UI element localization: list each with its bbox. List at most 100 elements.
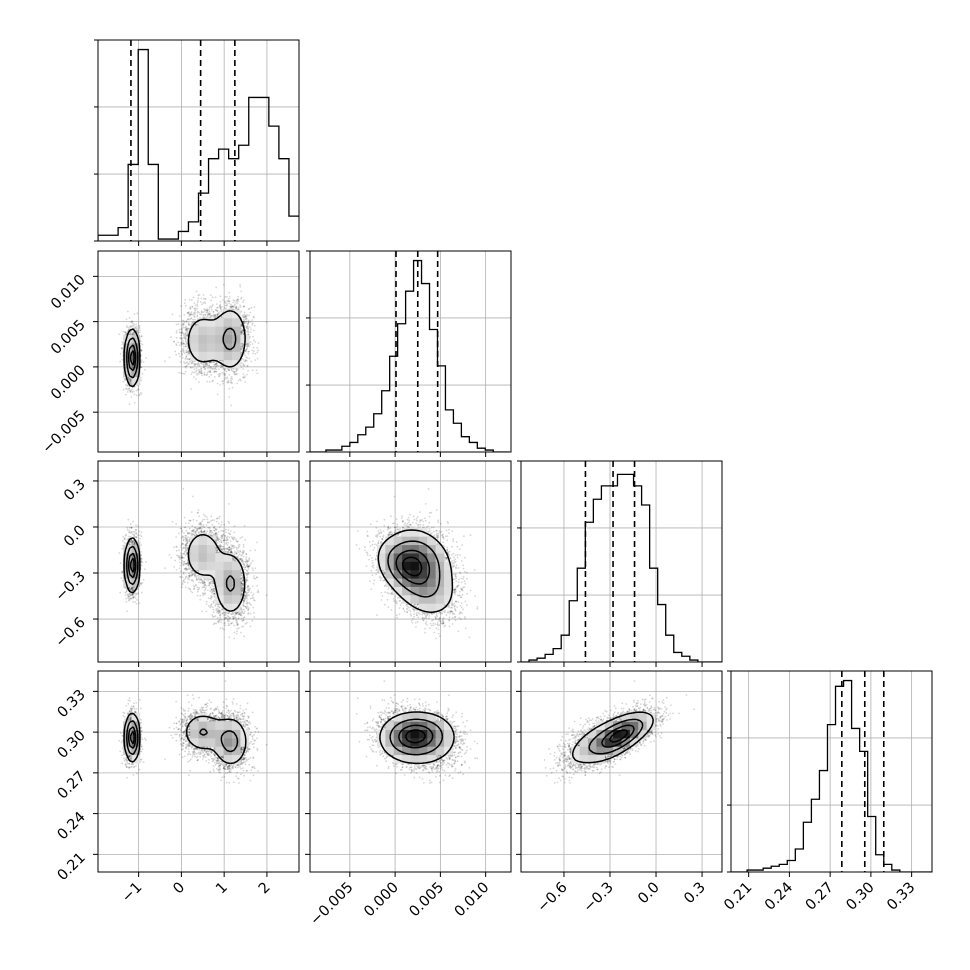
sample-point: [232, 308, 234, 310]
sample-point: [179, 355, 181, 358]
sample-point: [131, 320, 133, 323]
sample-point: [237, 299, 239, 302]
sample-point: [220, 364, 223, 367]
sample-point: [128, 389, 131, 391]
sample-point: [220, 364, 223, 367]
sample-point: [195, 367, 198, 370]
sample-point: [127, 376, 130, 379]
sample-point: [122, 376, 125, 379]
sample-point: [185, 345, 187, 348]
sample-point: [210, 374, 212, 376]
sample-point: [129, 332, 132, 335]
sample-point: [249, 331, 252, 333]
sample-point: [185, 355, 188, 357]
sample-point: [219, 306, 222, 309]
sample-point: [209, 367, 212, 369]
sample-point: [201, 374, 203, 377]
sample-point: [243, 322, 246, 325]
sample-point: [194, 363, 197, 366]
sample-point: [217, 312, 220, 314]
sample-point: [186, 358, 189, 360]
sample-point: [243, 364, 246, 367]
sample-point: [189, 313, 192, 316]
sample-point: [218, 365, 220, 367]
sample-point: [184, 331, 187, 334]
sample-point: [232, 305, 235, 308]
sample-point: [185, 351, 188, 354]
sample-point: [246, 373, 248, 376]
sample-point: [230, 404, 233, 407]
sample-point: [219, 303, 222, 306]
sample-point: [200, 362, 203, 364]
histogram-3: [731, 679, 932, 872]
sample-point: [206, 380, 209, 383]
sample-point: [242, 331, 245, 333]
sample-point: [218, 372, 221, 375]
sample-point: [184, 365, 187, 368]
sample-point: [193, 315, 196, 317]
sample-point: [181, 330, 184, 333]
sample-point: [245, 314, 248, 317]
sample-point: [230, 381, 233, 384]
sample-point: [245, 350, 248, 353]
sample-point: [196, 307, 199, 310]
sample-point: [178, 371, 180, 374]
sample-point: [178, 328, 181, 331]
sample-point: [246, 345, 249, 348]
sample-point: [247, 327, 250, 329]
sample-point: [188, 313, 190, 315]
sample-point: [124, 379, 126, 381]
sample-point: [214, 296, 217, 298]
sample-point: [198, 294, 201, 296]
sample-point: [190, 323, 193, 326]
sample-point: [202, 311, 205, 314]
sample-point: [222, 382, 224, 385]
sample-point: [236, 298, 239, 301]
sample-point: [184, 333, 187, 336]
sample-point: [205, 362, 207, 365]
sample-point: [203, 364, 205, 366]
sample-point: [242, 368, 245, 370]
sample-point: [227, 369, 230, 372]
sample-point: [246, 347, 249, 350]
sample-point: [193, 307, 196, 310]
sample-point: [248, 345, 251, 348]
sample-point: [141, 372, 144, 375]
sample-point: [208, 361, 211, 364]
sample-point: [246, 323, 249, 325]
sample-point: [216, 313, 219, 316]
sample-point: [193, 376, 195, 379]
sample-point: [193, 364, 196, 367]
sample-point: [230, 369, 233, 372]
sample-point: [195, 323, 197, 326]
sample-point: [242, 376, 245, 379]
sample-point: [204, 302, 207, 305]
sample-point: [182, 351, 185, 353]
sample-point: [185, 337, 187, 339]
sample-point: [183, 321, 186, 324]
panel-frame: [97, 39, 300, 242]
sample-point: [244, 315, 247, 318]
sample-point: [242, 301, 244, 303]
sample-point: [210, 299, 213, 302]
sample-point: [248, 314, 251, 317]
sample-point: [192, 360, 194, 363]
sample-point: [187, 311, 190, 314]
sample-point: [175, 336, 178, 339]
sample-point: [203, 373, 206, 376]
sample-point: [181, 344, 184, 346]
sample-point: [235, 373, 238, 376]
sample-point: [188, 315, 191, 317]
sample-point: [224, 296, 227, 298]
sample-point: [180, 372, 183, 374]
sample-point: [215, 362, 218, 365]
sample-point: [185, 334, 188, 337]
sample-point: [253, 306, 256, 308]
sample-point: [183, 342, 186, 345]
sample-point: [237, 295, 240, 298]
sample-point: [206, 363, 209, 366]
sample-point: [234, 372, 236, 374]
sample-point: [182, 348, 185, 350]
sample-point: [242, 333, 245, 335]
sample-point: [210, 361, 213, 364]
